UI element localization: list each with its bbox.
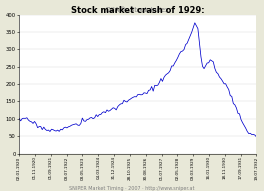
Title: Stock market crash of 1929:: Stock market crash of 1929: — [71, 6, 205, 15]
Text: DJIA®  Stock Index: DJIA® Stock Index — [106, 6, 169, 13]
Text: SNIPER Market Timing · 2007 · http://www.sniper.at: SNIPER Market Timing · 2007 · http://www… — [69, 186, 195, 191]
